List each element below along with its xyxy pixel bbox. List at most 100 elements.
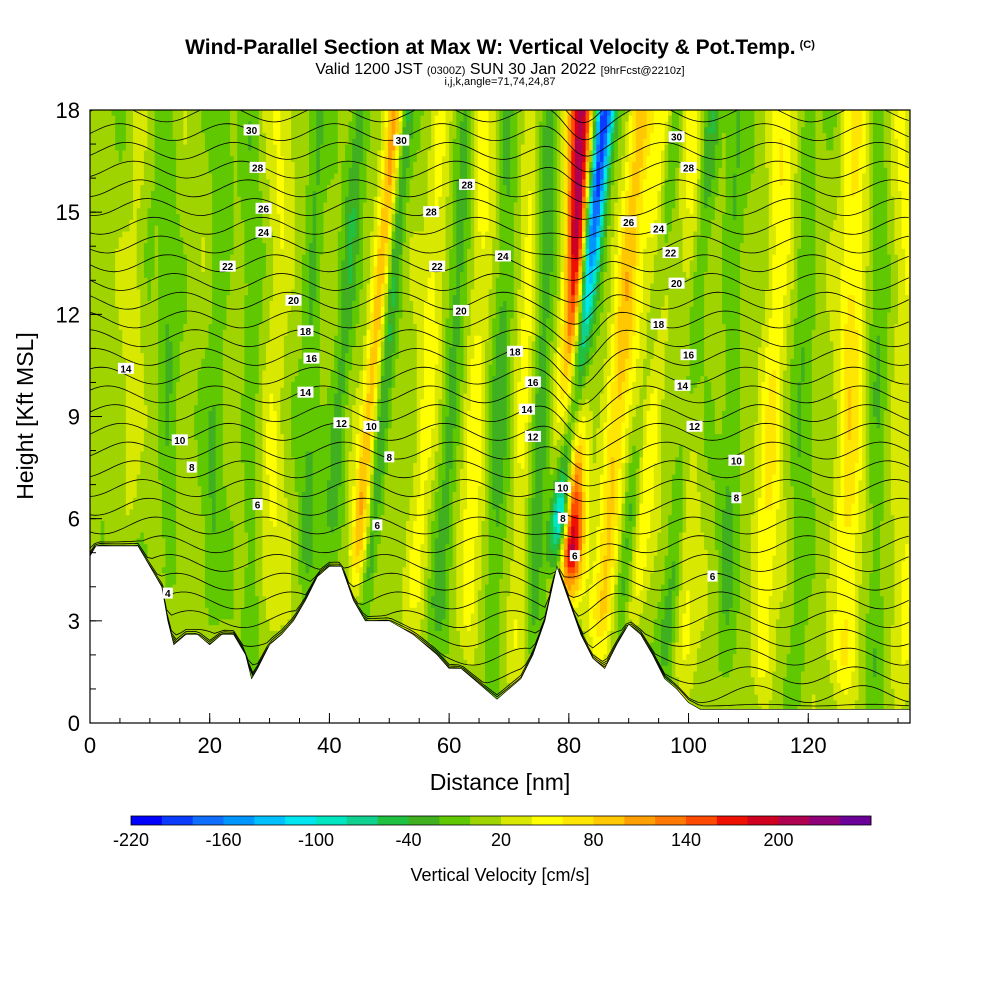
velocity-cell (111, 265, 116, 273)
velocity-cell (276, 607, 281, 614)
velocity-cell (176, 369, 181, 377)
velocity-cell (208, 184, 213, 191)
velocity-cell (147, 138, 152, 145)
velocity-cell (122, 242, 127, 249)
velocity-cell (204, 225, 210, 232)
velocity-cell (248, 543, 253, 550)
velocity-cell (143, 404, 149, 411)
velocity-cell (251, 387, 256, 394)
velocity-cell (251, 531, 256, 539)
velocity-cell (204, 479, 210, 487)
velocity-cell (233, 271, 238, 278)
velocity-cell (276, 508, 281, 516)
velocity-cell (97, 387, 102, 394)
velocity-cell (125, 329, 131, 336)
velocity-cell (190, 236, 195, 244)
velocity-cell (283, 242, 289, 249)
velocity-cell (269, 549, 274, 556)
velocity-cell (233, 618, 238, 626)
velocity-cell (176, 375, 181, 383)
velocity-cell (269, 479, 274, 487)
velocity-cell (151, 271, 156, 278)
velocity-cell (194, 624, 199, 631)
velocity-cell (244, 213, 249, 220)
velocity-cell (219, 138, 224, 145)
velocity-cell (176, 560, 181, 568)
velocity-cell (183, 242, 188, 249)
velocity-cell (118, 230, 123, 238)
velocity-cell (140, 306, 145, 313)
velocity-cell (269, 433, 274, 440)
velocity-cell (269, 178, 274, 186)
velocity-cell (143, 508, 149, 516)
velocity-cell (176, 578, 181, 585)
velocity-cell (158, 450, 163, 458)
velocity-cell (222, 358, 228, 365)
velocity-cell (151, 173, 156, 180)
velocity-cell (204, 201, 210, 209)
velocity-cell (100, 427, 105, 435)
velocity-cell (287, 520, 292, 527)
velocity-cell (269, 155, 274, 163)
velocity-cell (280, 439, 285, 446)
velocity-cell (90, 358, 95, 365)
velocity-cell (140, 201, 145, 209)
velocity-cell (262, 335, 267, 342)
velocity-cell (97, 288, 102, 296)
velocity-cell (269, 468, 274, 475)
velocity-cell (255, 387, 260, 394)
velocity-cell (129, 479, 134, 487)
velocity-cell (291, 306, 296, 313)
velocity-cell (100, 398, 105, 406)
velocity-cell (111, 213, 116, 220)
velocity-cell (219, 201, 224, 209)
velocity-cell (129, 138, 134, 145)
velocity-cell (90, 132, 95, 139)
velocity-cell (258, 149, 263, 157)
velocity-cell (147, 474, 152, 481)
velocity-cell (115, 433, 120, 440)
velocity-cell (143, 416, 149, 423)
velocity-cell (172, 572, 177, 579)
velocity-cell (176, 283, 181, 290)
velocity-cell (237, 618, 242, 626)
velocity-cell (115, 358, 120, 365)
velocity-cell (122, 132, 127, 139)
velocity-cell (219, 364, 224, 371)
velocity-cell (269, 317, 274, 325)
velocity-cell (90, 445, 95, 452)
velocity-cell (111, 375, 116, 383)
velocity-cell (165, 155, 170, 163)
velocity-cell (104, 259, 109, 267)
velocity-cell (183, 300, 188, 307)
velocity-cell (158, 549, 163, 556)
velocity-cell (115, 196, 120, 203)
velocity-cell (93, 254, 98, 261)
velocity-cell (97, 462, 102, 469)
velocity-cell (269, 323, 274, 330)
velocity-cell (197, 410, 202, 417)
velocity-cell (107, 300, 113, 307)
velocity-cell (169, 346, 174, 354)
velocity-cell (158, 144, 163, 151)
velocity-cell (222, 173, 228, 180)
velocity-cell (219, 450, 224, 458)
velocity-cell (244, 439, 249, 446)
velocity-cell (226, 375, 231, 383)
velocity-cell (186, 549, 192, 556)
velocity-cell (118, 421, 123, 429)
velocity-cell (194, 283, 199, 290)
velocity-cell (161, 340, 167, 348)
velocity-cell (283, 207, 289, 215)
velocity-cell (172, 508, 177, 516)
velocity-cell (136, 236, 141, 244)
velocity-cell (133, 132, 138, 139)
velocity-cell (165, 491, 170, 498)
velocity-cell (186, 358, 192, 365)
velocity-cell (122, 248, 127, 255)
velocity-cell (183, 167, 188, 174)
velocity-cell (107, 514, 113, 521)
velocity-cell (273, 531, 278, 539)
velocity-cell (93, 207, 98, 215)
velocity-cell (226, 421, 231, 429)
